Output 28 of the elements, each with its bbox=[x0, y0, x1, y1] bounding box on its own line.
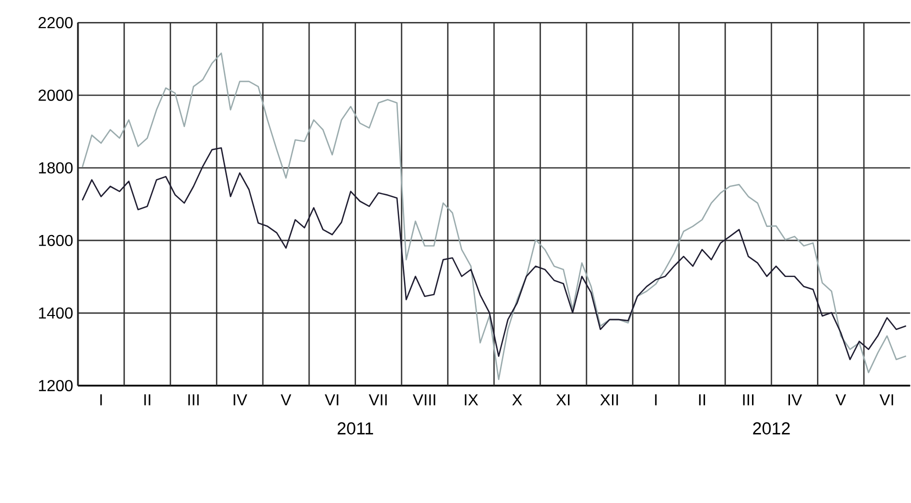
text: 2012 bbox=[753, 422, 790, 435]
line-series bbox=[82, 147, 906, 360]
x-tick-label: V bbox=[280, 394, 292, 406]
x-tick-label: IX bbox=[464, 394, 478, 406]
x-tick-label: III bbox=[188, 394, 199, 406]
line-series bbox=[82, 52, 906, 380]
x-tick-label: IV bbox=[234, 394, 248, 406]
x-tick-label: III bbox=[743, 394, 754, 406]
y-tick-label: 1600 bbox=[39, 235, 73, 246]
x-tick-label: II bbox=[144, 394, 150, 406]
x-tick-label: X bbox=[512, 394, 522, 406]
x-tick-label: I bbox=[100, 394, 102, 406]
x-tick-label: II bbox=[699, 394, 706, 406]
y-tick-label: 2200 bbox=[38, 17, 73, 29]
x-tick-label: I bbox=[655, 394, 657, 406]
y-tick-label: 1800 bbox=[39, 162, 73, 174]
text: 2011 bbox=[338, 422, 374, 435]
x-tick-label: XII bbox=[600, 394, 618, 406]
y-tick-label: 1200 bbox=[39, 380, 73, 392]
y-tick-label: 1400 bbox=[39, 308, 73, 319]
x-tick-label: VI bbox=[324, 394, 338, 406]
y-tick-label: 2000 bbox=[38, 90, 73, 102]
x-tick-label: VIII bbox=[412, 394, 436, 406]
x-tick-label: XI bbox=[556, 394, 570, 406]
x-tick-label: VII bbox=[368, 394, 387, 406]
x-tick-label: V bbox=[836, 394, 846, 406]
x-tick-label: IV bbox=[788, 394, 802, 406]
x-tick-label: VI bbox=[880, 394, 894, 406]
